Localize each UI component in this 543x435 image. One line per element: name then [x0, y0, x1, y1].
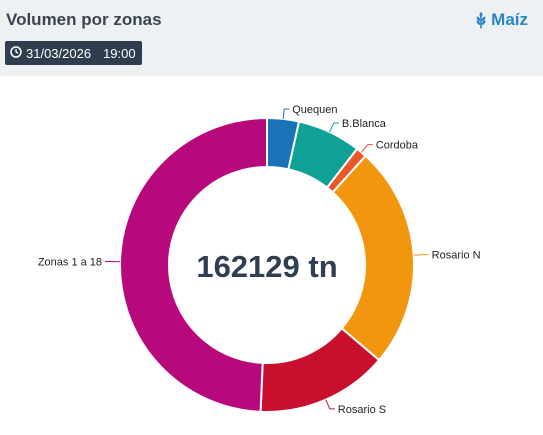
leader-line: [282, 108, 290, 119]
donut-chart: Quequen B.Blanca Cordoba Rosario N Rosario S…: [0, 76, 543, 435]
donut-chart-svg: Quequen B.Blanca Cordoba Rosario N Rosario S…: [38, 104, 481, 416]
slice-rosario-n[interactable]: [331, 154, 415, 362]
crop-selector-link[interactable]: Maíz: [474, 10, 528, 30]
page-title: Volumen por zonas: [6, 10, 162, 29]
leader-line: [329, 122, 339, 133]
crop-label[interactable]: Maíz: [491, 10, 528, 29]
leader-line: [361, 144, 373, 153]
timestamp-time: 19:00: [103, 45, 136, 61]
leader-line: [413, 254, 429, 256]
slice-label: B.Blanca: [342, 118, 387, 130]
wheat-icon: [474, 11, 488, 29]
timestamp-badge: 31/03/2026 19:00: [5, 41, 142, 65]
timestamp-date: 31/03/2026: [26, 45, 92, 61]
slice-labels: Quequen B.Blanca Cordoba Rosario N Rosario S…: [38, 104, 481, 416]
clock-icon: [10, 45, 22, 61]
leader-line: [325, 399, 335, 410]
slice-label: Rosario S: [338, 404, 386, 416]
slice-label: Rosario N: [432, 250, 481, 262]
card-header: Volumen por zonas Maíz 31/03/2026 19:00: [0, 0, 543, 76]
center-total-label: 162129 tn: [196, 249, 337, 284]
slice-label: Cordoba: [376, 140, 419, 152]
donut-slices: [119, 116, 415, 413]
leader-lines: [105, 108, 429, 410]
slice-label: Zonas 1 a 18: [38, 257, 102, 269]
slice-label: Quequen: [292, 104, 337, 116]
slice-zonas-1-a-18[interactable]: [119, 116, 268, 413]
